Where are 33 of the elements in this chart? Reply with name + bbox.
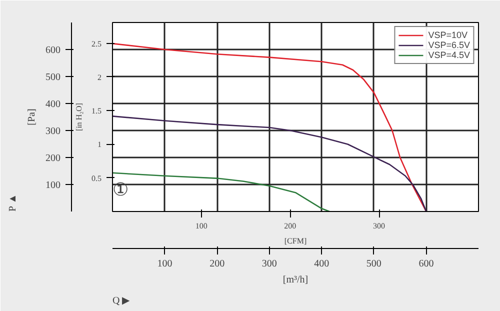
y-tick-label: 100 — [46, 180, 60, 191]
x2-axis-title: [CFM] — [284, 236, 307, 246]
y-tick-label: 200 — [46, 153, 60, 164]
legend-label: VSP=10V — [428, 30, 468, 40]
y2-tick-label: 2 — [98, 72, 102, 82]
text: Q ▶ — [112, 296, 130, 306]
y-tick-label: 400 — [46, 99, 60, 110]
y2-tick-label: 0.5 — [92, 174, 102, 183]
x-tick-label: 400 — [314, 258, 330, 270]
y2-tick-label: 2.5 — [92, 39, 102, 48]
line-series — [112, 42, 427, 212]
legend-label: VSP=6.5V — [428, 40, 470, 50]
x-tick-label: 600 — [418, 258, 434, 270]
y2-tick-label: 1 — [98, 140, 102, 150]
x-axis-title: [m³/h] — [282, 274, 308, 286]
y2-tick-label: 1.5 — [92, 106, 102, 116]
x2-tick-label: 200 — [284, 222, 296, 230]
x2-tick-label: 100 — [195, 222, 208, 230]
legend-label: VSP=4.5V — [428, 50, 470, 60]
x-tick-label: 500 — [366, 258, 382, 270]
x-tick-label: 300 — [262, 258, 277, 270]
annotation: ① — [112, 180, 128, 200]
x-tick-label: 100 — [157, 258, 172, 270]
y2-axis-title: [in H₂O] — [74, 102, 84, 131]
y-axis-title: [Pa] — [26, 108, 38, 126]
line-series — [112, 116, 427, 212]
y-tick-label: 600 — [46, 45, 60, 56]
line-series — [112, 172, 330, 212]
y-tick-label: 300 — [46, 126, 60, 137]
x2-tick-label: 300 — [373, 222, 386, 230]
text: P ▲ — [8, 194, 18, 212]
y-tick-label: 500 — [46, 72, 60, 83]
x-tick-label: 200 — [210, 258, 225, 270]
